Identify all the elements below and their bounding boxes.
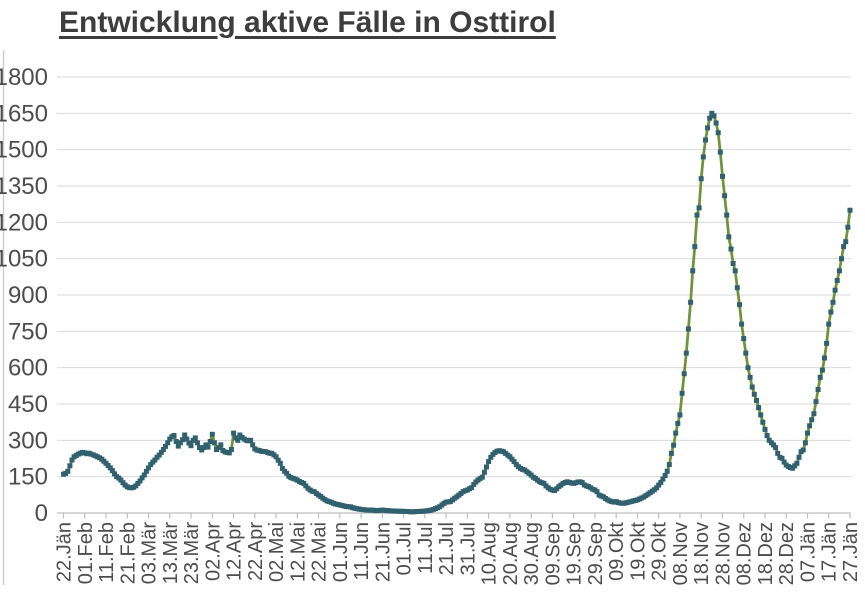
svg-text:28.Dez: 28.Dez <box>776 522 798 585</box>
svg-text:12.Apr: 12.Apr <box>224 522 246 581</box>
svg-text:10.Aug: 10.Aug <box>479 522 501 585</box>
svg-text:08.Dez: 08.Dez <box>734 522 756 585</box>
svg-text:450: 450 <box>8 391 48 418</box>
svg-text:900: 900 <box>8 282 48 309</box>
svg-text:1650: 1650 <box>0 100 48 127</box>
svg-text:23.Mär: 23.Mär <box>181 522 203 585</box>
svg-text:11.Jul: 11.Jul <box>415 522 437 574</box>
svg-text:22.Jän: 22.Jän <box>54 522 76 582</box>
svg-text:17.Jän: 17.Jän <box>819 522 841 582</box>
svg-text:09.Sep: 09.Sep <box>542 522 564 585</box>
svg-text:27.Jän: 27.Jän <box>840 522 862 582</box>
svg-text:31.Jul: 31.Jul <box>457 522 479 575</box>
y-axis-labels: 0 150 300 450 600 750 900 1050 1200 1350 1500 1650 1… <box>0 64 48 527</box>
svg-text:02.Mai: 02.Mai <box>266 522 288 582</box>
svg-text:1200: 1200 <box>0 209 48 236</box>
svg-text:1500: 1500 <box>0 137 48 164</box>
svg-text:600: 600 <box>8 355 48 382</box>
svg-text:30.Aug: 30.Aug <box>521 522 543 585</box>
svg-text:07.Jän: 07.Jän <box>797 522 819 582</box>
svg-text:08.Nov: 08.Nov <box>670 522 692 585</box>
chart-title: Entwicklung aktive Fälle in Osttirol <box>59 6 556 39</box>
x-axis <box>57 512 851 519</box>
svg-text:0: 0 <box>35 500 48 527</box>
svg-text:01.Jul: 01.Jul <box>394 522 416 575</box>
svg-text:13.Mär: 13.Mär <box>160 522 182 585</box>
svg-text:22.Apr: 22.Apr <box>245 522 267 581</box>
svg-text:18.Nov: 18.Nov <box>691 522 713 585</box>
svg-text:22.Mai: 22.Mai <box>309 522 331 582</box>
svg-text:01.Feb: 01.Feb <box>75 522 97 584</box>
svg-text:29.Okt: 29.Okt <box>649 522 671 581</box>
svg-text:150: 150 <box>8 464 48 491</box>
svg-text:19.Sep: 19.Sep <box>564 522 586 585</box>
x-axis-labels: 22.Jän 01.Feb 11.Feb 21.Feb 03.Mär 13.Mär 23.M… <box>54 522 863 586</box>
svg-text:20.Aug: 20.Aug <box>500 522 522 585</box>
svg-text:02.Apr: 02.Apr <box>202 522 224 581</box>
svg-text:21.Jun: 21.Jun <box>372 522 394 582</box>
svg-text:750: 750 <box>8 318 48 345</box>
svg-text:09.Okt: 09.Okt <box>606 522 628 581</box>
svg-text:1800: 1800 <box>0 64 48 91</box>
svg-text:1050: 1050 <box>0 246 48 273</box>
svg-text:1350: 1350 <box>0 173 48 200</box>
svg-text:21.Jul: 21.Jul <box>436 522 458 575</box>
svg-text:11.Feb: 11.Feb <box>96 522 118 583</box>
data-markers <box>61 110 853 515</box>
svg-text:03.Mär: 03.Mär <box>139 522 161 585</box>
svg-text:21.Feb: 21.Feb <box>117 522 139 584</box>
svg-text:11.Jun: 11.Jun <box>351 522 373 581</box>
svg-text:29.Sep: 29.Sep <box>585 522 607 585</box>
data-line <box>62 111 852 514</box>
svg-text:28.Nov: 28.Nov <box>712 522 734 585</box>
svg-text:12.Mai: 12.Mai <box>287 522 309 582</box>
svg-text:01.Jun: 01.Jun <box>330 522 352 582</box>
svg-text:18.Dez: 18.Dez <box>755 522 777 585</box>
svg-text:19.Okt: 19.Okt <box>627 522 649 581</box>
svg-text:300: 300 <box>8 427 48 454</box>
